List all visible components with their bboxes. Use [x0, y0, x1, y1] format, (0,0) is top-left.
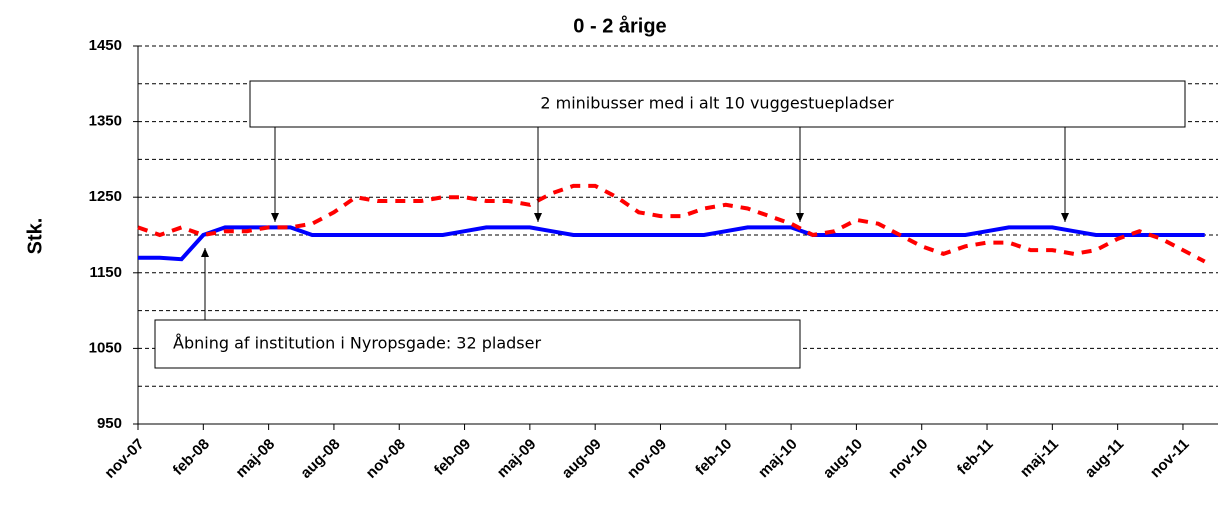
- y-tick-label: 1350: [89, 113, 122, 130]
- x-tick-label: feb-11: [954, 436, 997, 479]
- x-tick-label: nov-09: [624, 436, 670, 482]
- x-tick-label: feb-10: [692, 436, 735, 479]
- x-tick-label: nov-08: [363, 436, 409, 482]
- x-tick-label: nov-11: [1147, 436, 1193, 482]
- x-tick-label: maj-09: [494, 436, 540, 482]
- x-tick-label: maj-11: [1017, 436, 1062, 481]
- x-tick-label: aug-09: [559, 436, 605, 482]
- y-tick-label: 1450: [89, 37, 122, 54]
- annotation-box: [249, 80, 1186, 128]
- x-tick-label: feb-08: [170, 436, 213, 479]
- line-series: [138, 225, 1205, 262]
- x-tick-label: aug-08: [297, 436, 343, 482]
- x-tick-label: aug-10: [820, 436, 866, 482]
- y-tick-label: 1150: [89, 264, 122, 281]
- y-tick-label: 950: [97, 415, 122, 432]
- x-tick-label: nov-10: [885, 436, 931, 482]
- annotation-text: 2 minibusser med i alt 10 vuggestueplads…: [540, 94, 894, 113]
- y-tick-label: 1250: [89, 188, 122, 205]
- x-tick-label: aug-11: [1082, 436, 1128, 482]
- y-axis-label: Stk.: [24, 218, 46, 255]
- x-tick-label: feb-09: [431, 436, 474, 479]
- annotation-2: Åbning af institution i Nyropsgade: 32 p…: [154, 248, 801, 369]
- annotation-box: [154, 319, 801, 369]
- chart-title: 0 - 2 årige: [573, 14, 666, 37]
- line-series: [137, 183, 1206, 264]
- x-tick-label: maj-10: [755, 436, 801, 482]
- x-tick-label: nov-07: [101, 436, 147, 482]
- annotation-1: 2 minibusser med i alt 10 vuggestueplads…: [249, 80, 1186, 222]
- x-tick-label: maj-08: [233, 436, 279, 482]
- y-tick-label: 1050: [89, 339, 122, 356]
- annotation-text: Åbning af institution i Nyropsgade: 32 p…: [173, 334, 541, 353]
